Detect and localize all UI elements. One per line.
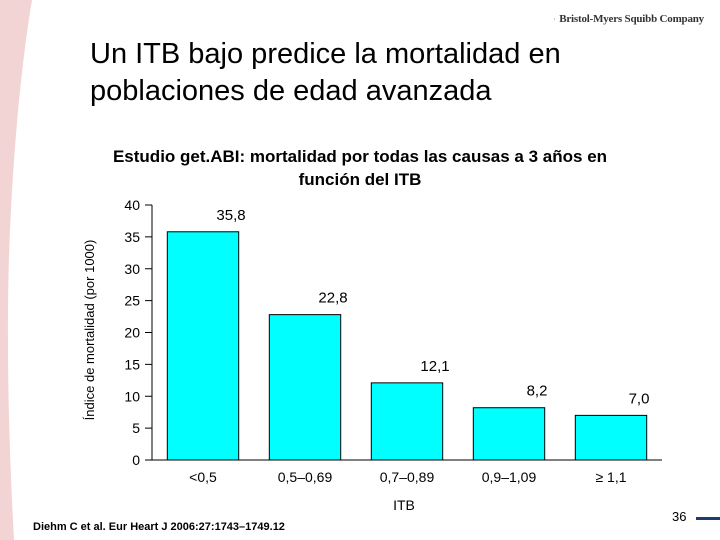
bar: [268, 314, 342, 461]
chart-title: Estudio get.ABI: mortalidad por todas la…: [50, 145, 670, 191]
x-tick-label: 0,5–0,69: [278, 469, 333, 485]
bar: [166, 231, 240, 461]
x-axis-tick-labels: <0,5 0,5–0,69 0,7–0,89 0,9–1,09 ≥ 1,1: [189, 469, 627, 485]
y-tick-label: 35: [124, 229, 140, 245]
y-axis-label: Índice de mortalidad (por 1000): [82, 240, 97, 421]
decorative-swoosh: [0, 0, 32, 540]
y-tick-label: 20: [124, 325, 140, 341]
x-tick-label: 0,7–0,89: [380, 469, 435, 485]
slide-title-line-1: Un ITB bajo predice la mortalidad en: [90, 38, 561, 70]
x-tick-label: <0,5: [189, 469, 217, 485]
slide-title: Un ITB bajo predice la mortalidad en pob…: [90, 36, 690, 110]
y-tick-label: 0: [132, 452, 140, 468]
x-axis-label: ITB: [393, 497, 415, 513]
citation: Diehm C et al. Eur Heart J 2006:27:1743–…: [33, 521, 285, 533]
x-tick-label: ≥ 1,1: [595, 469, 626, 485]
y-tick-label: 40: [124, 197, 140, 213]
company-logo-icon: [554, 18, 556, 20]
bar-value-label: 22,8: [318, 290, 347, 307]
y-tick-label: 30: [124, 261, 140, 277]
slide-title-line-2: poblaciones de edad avanzada: [90, 75, 492, 107]
chart-title-line-2: función del ITB: [298, 170, 422, 189]
company-logo-text: Bristol-Myers Squibb Company: [559, 13, 704, 25]
chart-title-line-1: Estudio get.ABI: mortalidad por todas la…: [112, 147, 608, 166]
bar-value-label: 35,8: [216, 207, 245, 224]
y-tick-label: 5: [132, 420, 140, 436]
page-number: 36: [672, 509, 687, 524]
bar: [574, 414, 648, 461]
bar-value-label: 8,2: [527, 383, 548, 400]
x-tick-label: 0,9–1,09: [482, 469, 537, 485]
y-tick-label: 25: [124, 293, 140, 309]
bar-value-label: 12,1: [420, 358, 449, 375]
page-number-dash: [696, 517, 720, 520]
bar-value-label: 7,0: [629, 390, 650, 407]
y-tick-label: 10: [124, 388, 140, 404]
bars: 35,8 22,8 12,1 8,2 7,0: [166, 207, 650, 461]
y-tick-label: 15: [124, 356, 140, 372]
bar: [370, 382, 444, 461]
bar: [472, 407, 546, 461]
company-logo: Bristol-Myers Squibb Company: [554, 9, 704, 29]
